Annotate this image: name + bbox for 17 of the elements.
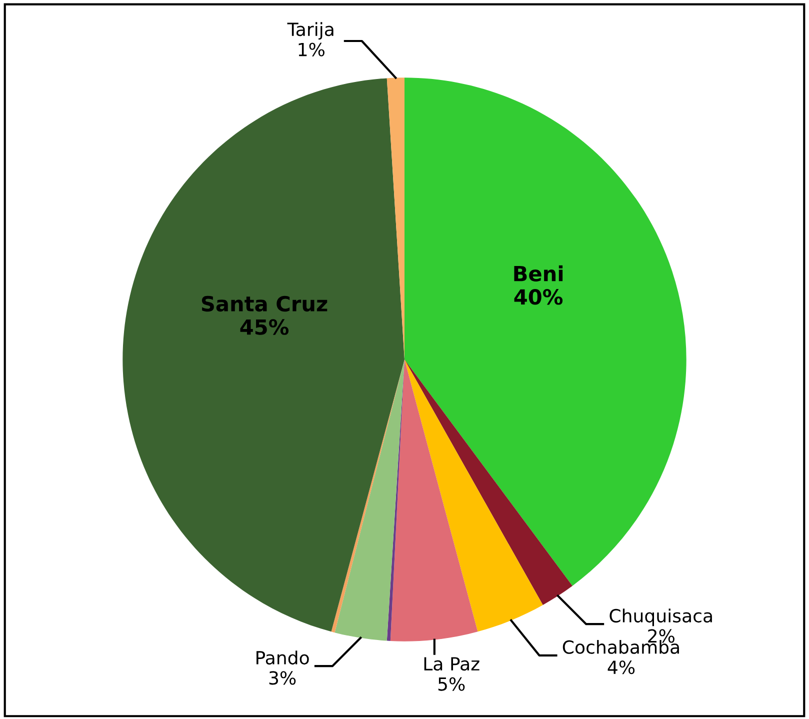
pie-slice bbox=[122, 78, 404, 632]
data-label: 3% bbox=[269, 671, 296, 685]
data-label: 1% bbox=[298, 42, 324, 56]
data-label: 45% bbox=[240, 319, 289, 335]
pie-slice bbox=[404, 78, 686, 586]
data-label: 40% bbox=[514, 289, 563, 305]
data-label: 4% bbox=[608, 660, 635, 674]
pie-slice bbox=[390, 360, 478, 642]
pie-slice bbox=[404, 360, 572, 606]
slice-label: Santa Cruz bbox=[202, 296, 328, 312]
slice-label: Tarija bbox=[287, 22, 334, 40]
slice-label: Chuquisaca bbox=[610, 608, 712, 626]
slice-label: Beni bbox=[514, 265, 563, 282]
pie-slice bbox=[404, 360, 543, 632]
slice-label: Pando bbox=[256, 650, 309, 665]
slice-label: La Paz bbox=[424, 657, 480, 671]
data-label: 5% bbox=[438, 677, 465, 691]
